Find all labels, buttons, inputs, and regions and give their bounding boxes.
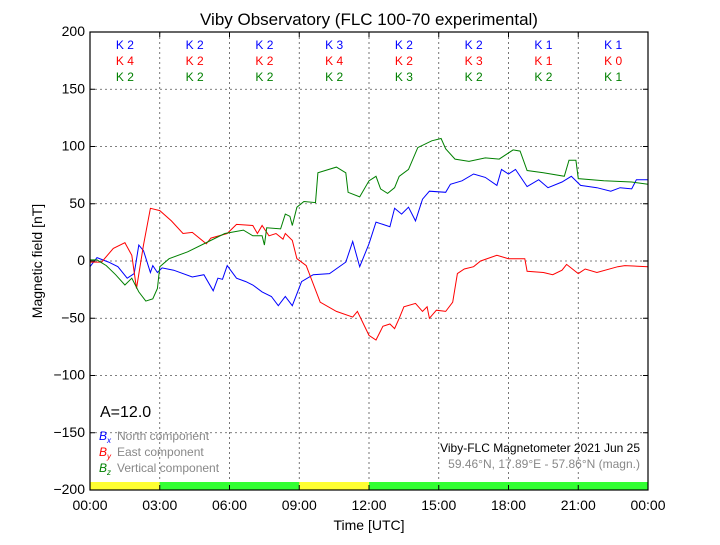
k-index-y: K 2 [395,54,413,68]
k-index-x: K 3 [325,38,343,52]
y-tick-label: 50 [69,195,85,211]
k-index-x: K 2 [465,38,483,52]
y-axis-label: Magnetic field [nT] [29,204,45,318]
k-index-x: K 2 [395,38,413,52]
x-tick-label: 06:00 [212,497,247,513]
series-lines [89,137,649,341]
x-tick-label: 03:00 [142,497,177,513]
axis-ticks: 00:00 03:00 06:00 09:00 12:00 15:00 18:00 21:00… [53,23,665,513]
k-index-y: K 2 [186,54,204,68]
info-coordinates: 59.46°N, 17.89°E - 57.86°N (magn.) [448,457,640,471]
k-index-z: K 2 [186,70,204,84]
y-tick-label: −100 [53,367,85,383]
x-tick-label: 21:00 [561,497,596,513]
k-index-z: K 2 [534,70,552,84]
x-tick-label: 12:00 [351,497,386,513]
k-index-z: K 2 [116,70,134,84]
x-axis-label: Time [UTC] [333,517,404,533]
y-tick-label: 150 [62,80,86,96]
series-line-z [90,137,649,302]
info-station: Viby-FLC Magnetometer 2021 Jun 25 [440,441,640,455]
y-tick-label: −200 [53,481,85,497]
a-index: A=12.0 [100,404,151,421]
k-index-y: K 4 [116,54,134,68]
legend: Bx North component By East component Bz Verti… [99,429,220,477]
legend-label: Vertical component [117,461,220,475]
series-line-y [90,207,649,341]
grid [90,32,648,490]
y-tick-label: 200 [62,23,86,39]
y-tick-label: −50 [61,309,85,325]
k-index-x: K 2 [186,38,204,52]
legend-label: East component [117,445,204,459]
plot-frame [89,31,649,491]
status-segment [299,482,369,490]
legend-symbol: Bz [99,461,111,477]
k-index-z: K 1 [604,70,622,84]
k-index-y: K 0 [604,54,622,68]
y-tick-label: 0 [77,252,85,268]
x-tick-label: 18:00 [491,497,526,513]
legend-symbol: Bx [99,429,112,445]
chart-title: Viby Observatory (FLC 100-70 experimenta… [200,10,538,29]
status-segment [90,482,160,490]
legend-label: North component [117,429,210,443]
y-tick-label: 100 [62,138,86,154]
k-index-x: K 1 [534,38,552,52]
x-tick-label: 15:00 [421,497,456,513]
k-index-y: K 3 [465,54,483,68]
x-tick-label: 00:00 [72,497,107,513]
k-indices: K 2 K 2 K 2 K 3 K 2 K 2 K 1 K 1 K 4 K 2 K 2 K 4 K 2 K… [116,38,623,84]
k-index-z: K 3 [395,70,413,84]
y-tick-label: −150 [53,424,85,440]
k-index-z: K 2 [255,70,273,84]
k-index-z: K 2 [325,70,343,84]
k-index-x: K 2 [255,38,273,52]
x-tick-label: 09:00 [282,497,317,513]
k-index-x: K 2 [116,38,134,52]
legend-symbol: By [99,445,112,461]
x-tick-label: 00:00 [630,497,665,513]
k-index-y: K 1 [534,54,552,68]
k-index-z: K 2 [465,70,483,84]
k-index-y: K 4 [325,54,343,68]
k-index-y: K 2 [255,54,273,68]
k-index-x: K 1 [604,38,622,52]
